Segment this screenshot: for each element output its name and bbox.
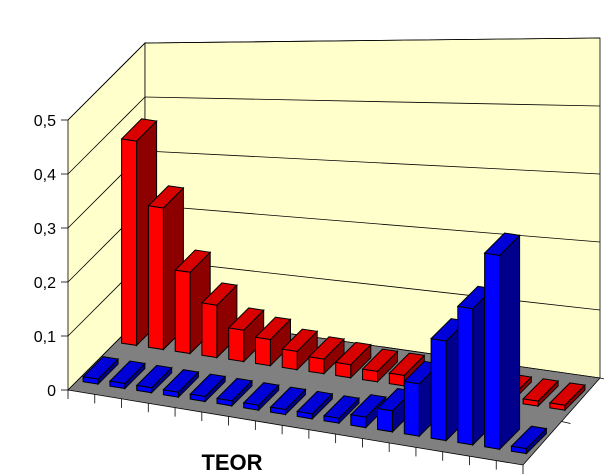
bar-top xyxy=(108,360,146,385)
bar-front xyxy=(430,338,447,442)
bar-series-blue xyxy=(483,232,521,451)
bar-top xyxy=(349,394,387,418)
bar-front xyxy=(174,269,191,355)
bar-series-red xyxy=(281,328,319,371)
bar-series-blue xyxy=(215,377,254,408)
bar-series-red xyxy=(361,348,399,384)
bar-series-red xyxy=(548,382,586,412)
bar-top xyxy=(548,382,586,406)
bar-series-red xyxy=(334,341,372,380)
bar-front xyxy=(228,327,245,363)
bar-top xyxy=(174,249,212,273)
bar-series-blue xyxy=(322,395,361,425)
bar-top xyxy=(334,341,372,366)
bar-top xyxy=(227,307,265,331)
y-tick-label: 0 xyxy=(47,383,56,400)
bar-top xyxy=(322,395,361,419)
bar-top xyxy=(361,348,399,372)
gridline xyxy=(67,96,146,175)
bar-top xyxy=(281,328,319,352)
bar-series-blue xyxy=(108,360,146,390)
bar-top xyxy=(522,378,560,402)
bar-series-blue xyxy=(189,373,227,403)
bar-front xyxy=(255,336,271,367)
y-tick-label: 0,3 xyxy=(34,221,56,238)
gridline xyxy=(144,204,601,243)
x-axis-title: TEOR xyxy=(201,450,262,475)
bar-front xyxy=(457,305,474,446)
bar-top xyxy=(269,386,307,411)
gridline xyxy=(144,96,601,107)
bar-front xyxy=(377,407,393,433)
bar-series-red xyxy=(307,336,346,375)
bar-top xyxy=(483,232,521,257)
bar-series-blue xyxy=(296,390,334,421)
bar-front xyxy=(403,380,420,437)
bar-front xyxy=(281,348,298,371)
gridline xyxy=(144,150,601,175)
bar-top xyxy=(215,377,254,402)
bar-front xyxy=(201,302,218,359)
bar-series-blue xyxy=(242,382,280,412)
x-axis-ticks xyxy=(67,377,604,474)
gridline xyxy=(67,42,146,121)
bar-top xyxy=(147,185,185,209)
bar-top xyxy=(307,336,346,360)
bar-top xyxy=(510,425,548,450)
y-tick-label: 0,2 xyxy=(34,275,56,292)
bar-series-blue xyxy=(510,425,548,455)
bar-top xyxy=(135,364,173,389)
bar-series-red xyxy=(254,316,292,367)
series-front-bars xyxy=(82,232,548,455)
bar-top xyxy=(296,390,334,415)
bar-front xyxy=(147,205,164,351)
bar-top xyxy=(189,373,227,398)
y-axis-ticks: 0 0,1 0,2 0,3 0,4 0,5 xyxy=(34,113,68,400)
bar-series-red xyxy=(227,307,265,363)
bar-top xyxy=(254,316,292,341)
bar-series-blue xyxy=(162,369,200,399)
bar-series-blue xyxy=(269,386,307,416)
bar-series-blue xyxy=(135,364,173,395)
bar-top xyxy=(388,352,426,376)
bar-series-red xyxy=(120,118,158,347)
bar-top xyxy=(120,118,158,142)
bar-top xyxy=(162,369,200,393)
bar-top xyxy=(200,282,238,306)
bar-front xyxy=(308,356,325,375)
bar-side xyxy=(499,234,521,451)
bar-top xyxy=(242,382,280,406)
bar-front xyxy=(484,252,501,450)
z-tick-mark xyxy=(561,421,571,424)
bar-series-blue xyxy=(82,356,120,386)
y-tick-label: 0,5 xyxy=(34,113,56,130)
bar-series-red xyxy=(522,378,560,408)
z-tick-mark xyxy=(599,377,604,380)
bar-front xyxy=(121,138,138,346)
gridline xyxy=(144,37,601,44)
y-tick-label: 0,1 xyxy=(34,329,56,346)
y-tick-label: 0,4 xyxy=(34,167,56,184)
bar-top xyxy=(82,356,120,380)
gridline xyxy=(144,258,601,311)
